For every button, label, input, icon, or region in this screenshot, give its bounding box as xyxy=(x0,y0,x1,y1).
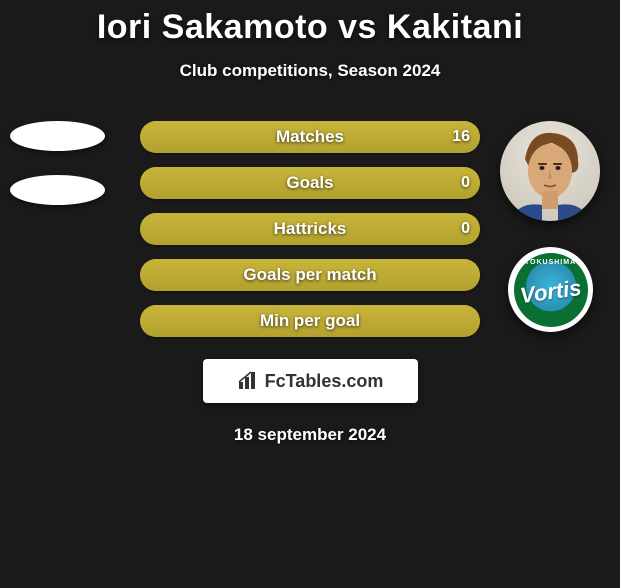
stat-bars: Matches16 Goals0 Hattricks0 Goals per match… xyxy=(140,121,480,351)
bar-chart-icon xyxy=(237,371,259,391)
crest-main-text: Vortis xyxy=(518,274,583,308)
player-left-column xyxy=(10,121,105,229)
player-right-column: TOKUSHIMA Vortis xyxy=(500,121,600,332)
stat-bar: Min per goal xyxy=(140,305,480,337)
stat-bar-value-right: 0 xyxy=(461,213,470,245)
player-right-photo xyxy=(500,121,600,221)
player-left-placeholder-1 xyxy=(10,121,105,151)
stat-bar: Hattricks0 xyxy=(140,213,480,245)
player-left-placeholder-2 xyxy=(10,175,105,205)
stat-bar-fill-right xyxy=(140,167,480,199)
player-right-crest-container: TOKUSHIMA Vortis xyxy=(508,247,593,332)
stat-bar-fill-right xyxy=(140,259,480,291)
stat-bar: Goals per match xyxy=(140,259,480,291)
footer-site-name: FcTables.com xyxy=(265,371,384,392)
stat-bar: Goals0 xyxy=(140,167,480,199)
comparison-stage: Matches16 Goals0 Hattricks0 Goals per match… xyxy=(0,121,620,341)
stat-bar-value-right: 0 xyxy=(461,167,470,199)
stat-bar-value-right: 16 xyxy=(452,121,470,153)
stat-bar-fill-right xyxy=(140,213,480,245)
footer-badge[interactable]: FcTables.com xyxy=(203,359,418,403)
subtitle: Club competitions, Season 2024 xyxy=(0,61,620,81)
crest-top-text: TOKUSHIMA xyxy=(525,259,576,266)
club-crest: TOKUSHIMA Vortis xyxy=(514,253,588,327)
date-text: 18 september 2024 xyxy=(0,425,620,445)
stat-bar-fill-right xyxy=(140,121,480,153)
stat-bar-fill-right xyxy=(140,305,480,337)
stat-bar: Matches16 xyxy=(140,121,480,153)
page-title: Iori Sakamoto vs Kakitani xyxy=(0,8,620,47)
